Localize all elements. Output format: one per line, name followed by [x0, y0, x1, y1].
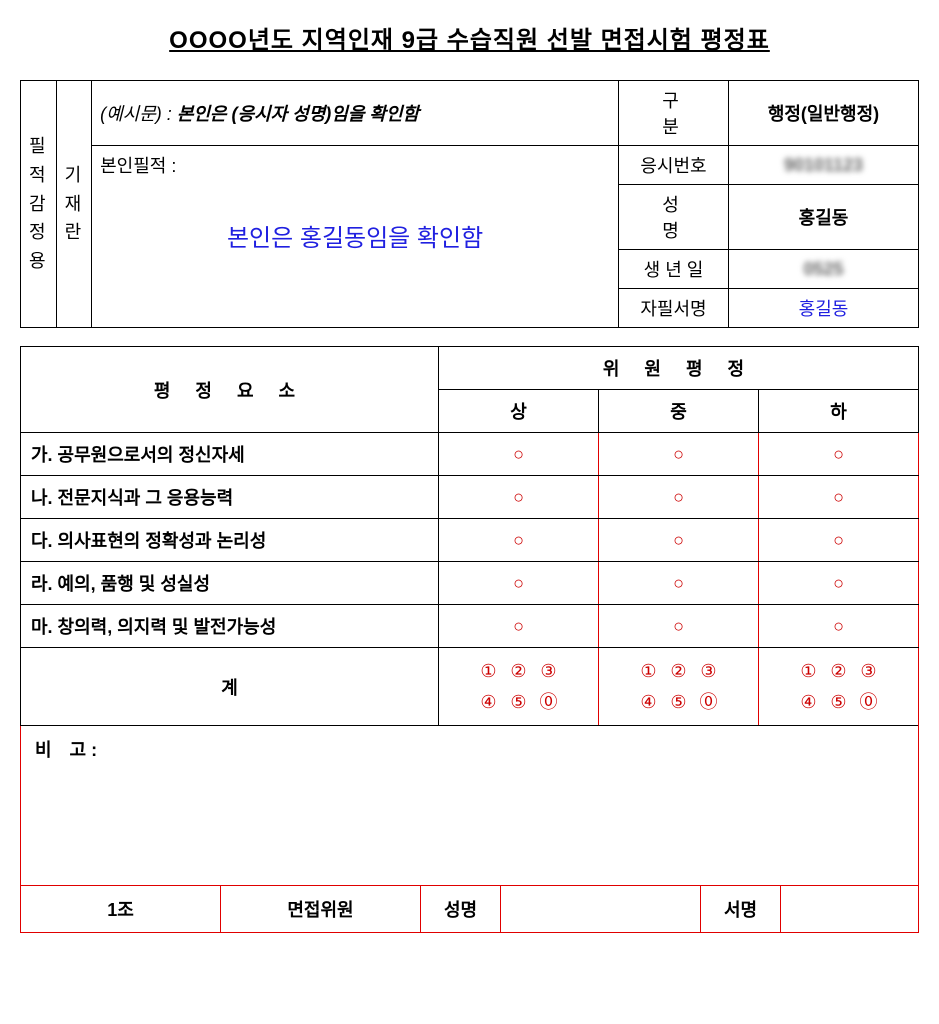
criterion: 라. 예의, 품행 및 성실성	[21, 562, 439, 605]
info-category-value: 행정(일반행정)	[729, 81, 919, 146]
totals-mid: ①②③ ④⑤⓪	[599, 648, 759, 726]
rating-cell[interactable]: ○	[759, 433, 919, 476]
panel-header: 위 원 평 정	[439, 347, 919, 390]
rating-cell[interactable]: ○	[759, 605, 919, 648]
footer-sign-label: 서명	[701, 885, 781, 932]
remarks-table: 비 고 : 1조 면접위원 성명 서명	[20, 725, 919, 933]
rating-cell[interactable]: ○	[439, 433, 599, 476]
info-sign-value: 홍길동	[729, 289, 919, 328]
grade-low: 하	[759, 390, 919, 433]
footer-name-label: 성명	[421, 885, 501, 932]
criterion: 마. 창의력, 의지력 및 발전가능성	[21, 605, 439, 648]
criterion: 다. 의사표현의 정확성과 논리성	[21, 519, 439, 562]
identity-table: 필 적 감 정 용 기 재 란 (예시문) : 본인은 (응시자 성명)임을 확…	[20, 80, 919, 328]
rating-cell[interactable]: ○	[439, 562, 599, 605]
rating-cell[interactable]: ○	[599, 562, 759, 605]
example-sentence: (예시문) : 본인은 (응시자 성명)임을 확인함	[92, 81, 619, 146]
rating-cell[interactable]: ○	[759, 562, 919, 605]
totals-high: ①②③ ④⑤⓪	[439, 648, 599, 726]
rating-cell[interactable]: ○	[759, 476, 919, 519]
totals-low: ①②③ ④⑤⓪	[759, 648, 919, 726]
self-hand-label: 본인필적 :	[100, 152, 610, 178]
rating-cell[interactable]: ○	[599, 433, 759, 476]
info-birth-label: 생 년 일	[619, 250, 729, 289]
self-hand-text: 본인은 홍길동임을 확인함	[100, 218, 610, 253]
page-title: OOOO년도 지역인재 9급 수습직원 선발 면접시험 평정표	[20, 20, 919, 55]
vertical-label-col1: 필 적 감 정 용	[21, 81, 57, 328]
footer-name-value[interactable]	[501, 885, 701, 932]
criterion: 나. 전문지식과 그 응용능력	[21, 476, 439, 519]
rating-cell[interactable]: ○	[759, 519, 919, 562]
footer-interviewer: 면접위원	[221, 885, 421, 932]
rating-cell[interactable]: ○	[599, 519, 759, 562]
info-birth-value: 0525	[729, 250, 919, 289]
info-number-value: 90101123	[729, 146, 919, 185]
grade-mid: 중	[599, 390, 759, 433]
evaluation-table: 평 정 요 소 위 원 평 정 상 중 하 가. 공무원으로서의 정신자세 ○ …	[20, 346, 919, 726]
rating-cell[interactable]: ○	[439, 605, 599, 648]
footer-sign-value[interactable]	[781, 885, 919, 932]
info-name-value: 홍길동	[729, 185, 919, 250]
footer-group: 1조	[21, 885, 221, 932]
remarks-body[interactable]: 비 고 :	[21, 725, 919, 885]
rating-cell[interactable]: ○	[439, 476, 599, 519]
info-sign-label: 자필서명	[619, 289, 729, 328]
grade-high: 상	[439, 390, 599, 433]
info-name-label: 성 명	[619, 185, 729, 250]
rating-cell[interactable]: ○	[599, 605, 759, 648]
remarks-label: 비 고 :	[35, 740, 97, 760]
info-category-label: 구 분	[619, 81, 729, 146]
vertical-label-col2: 기 재 란	[56, 81, 92, 328]
criteria-header: 평 정 요 소	[21, 347, 439, 433]
rating-cell[interactable]: ○	[439, 519, 599, 562]
info-number-label: 응시번호	[619, 146, 729, 185]
sum-label: 계	[21, 648, 439, 726]
criterion: 가. 공무원으로서의 정신자세	[21, 433, 439, 476]
self-handwriting-area: 본인필적 : 본인은 홍길동임을 확인함	[92, 146, 619, 328]
rating-cell[interactable]: ○	[599, 476, 759, 519]
